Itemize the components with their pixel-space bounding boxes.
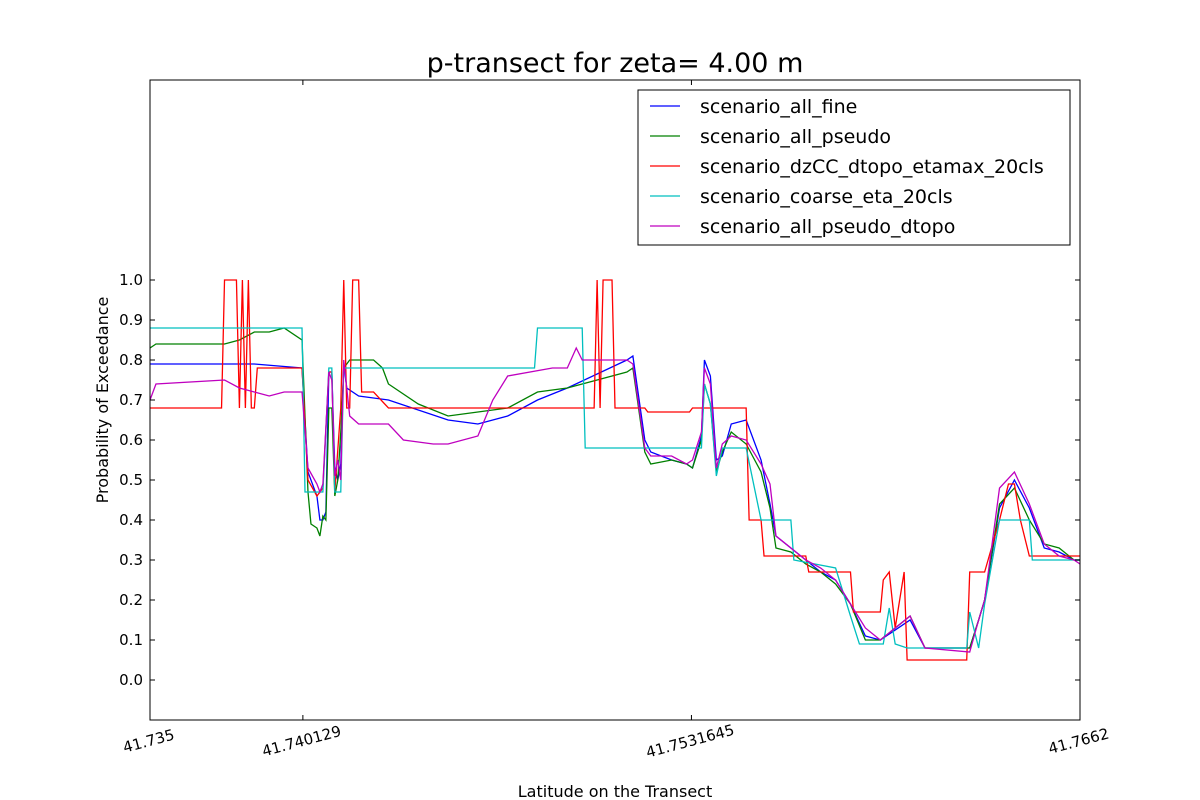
legend-box [637, 89, 1071, 246]
legend-label: scenario_coarse_eta_20cls [700, 186, 953, 208]
y-tick-label: 0.7 [119, 391, 143, 409]
legend: scenario_all_fine scenario_all_pseudoscen… [637, 89, 1071, 246]
x-axis-label: Latitude on the Transect [518, 782, 713, 800]
series-line-scenario_dzCC_dtopo_etamax_20cls [150, 279, 1080, 661]
y-tick-label: 0.5 [119, 471, 143, 489]
y-axis-label: Probability of Exceedance [93, 297, 112, 504]
series-line-scenario_coarse_eta_20cls [150, 327, 1080, 649]
y-tick-label: 0.9 [119, 311, 143, 329]
legend-label: scenario_all_pseudo [700, 126, 891, 148]
series-layer [149, 279, 1081, 661]
y-tick-label: 0.2 [119, 591, 143, 609]
y-tick-label: 0.8 [119, 351, 143, 369]
y-tick-label: 0.4 [119, 511, 143, 529]
y-tick-label: 0.1 [119, 631, 143, 649]
y-tick-label: 0.6 [119, 431, 143, 449]
legend-label: scenario_dzCC_dtopo_etamax_20cls [700, 156, 1044, 178]
series-line-scenario_all_pseudo_dtopo [149, 346, 1081, 653]
legend-label: scenario_all_fine [700, 96, 857, 118]
legend-label: scenario_all_pseudo_dtopo [700, 216, 955, 238]
y-tick-label: 1.0 [119, 271, 143, 289]
y-tick-label: 0.0 [119, 671, 143, 689]
y-tick-label: 0.3 [119, 551, 143, 569]
axes-frame [149, 79, 1081, 721]
chart-title: p-transect for zeta= 4.00 m [427, 48, 804, 79]
